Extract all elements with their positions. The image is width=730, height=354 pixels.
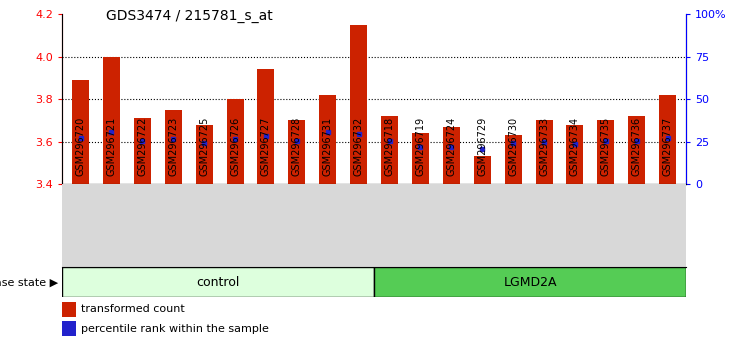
Bar [350,25,367,184]
Bar [226,99,244,184]
Bar [258,69,274,184]
Bar [381,116,398,184]
Bar [504,135,522,184]
Bar [62,267,374,297]
Bar [412,133,429,184]
Bar [288,120,305,184]
Bar [62,321,76,336]
Text: disease state ▶: disease state ▶ [0,277,58,287]
Bar [72,80,89,184]
Bar [196,125,212,184]
Bar [597,120,615,184]
Bar [165,110,182,184]
Bar [103,57,120,184]
Text: percentile rank within the sample: percentile rank within the sample [81,324,269,334]
Bar [629,116,645,184]
Text: GDS3474 / 215781_s_at: GDS3474 / 215781_s_at [106,9,272,23]
Bar [319,95,337,184]
Text: LGMD2A: LGMD2A [504,276,557,289]
Bar [443,127,460,184]
Text: control: control [196,276,239,289]
Text: transformed count: transformed count [81,304,185,314]
Bar [62,302,76,317]
Bar [134,118,151,184]
Bar [659,95,676,184]
Bar [566,125,583,184]
Bar [374,267,686,297]
Bar [474,156,491,184]
Bar [536,120,553,184]
